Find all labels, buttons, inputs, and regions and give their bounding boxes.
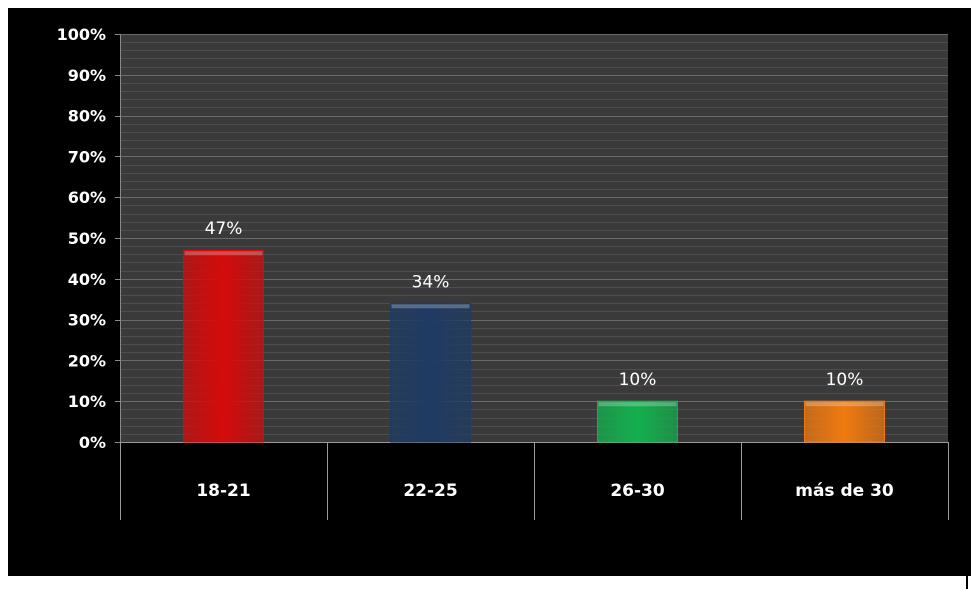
bar-26-30 (597, 400, 678, 443)
x-tick-label: 22-25 (403, 481, 457, 501)
bar-más-de-30 (804, 400, 885, 443)
data-label: 47% (205, 219, 243, 239)
bar-chart: 0% 10% 20% 30% 40% 50% 60% 70% 80% 90% 100% 18-21 22… (57, 25, 949, 520)
y-tick-label: 10% (68, 392, 106, 411)
y-tick-label: 40% (68, 270, 106, 289)
y-tick-label: 0% (79, 433, 106, 452)
y-tick-label: 80% (68, 107, 106, 126)
data-label: 34% (412, 272, 450, 292)
y-tick-label: 30% (68, 311, 106, 330)
bar-highlight (805, 402, 884, 407)
bar-22-25 (390, 302, 471, 443)
bar-highlight (598, 402, 677, 407)
x-tick-label: 26-30 (610, 481, 665, 501)
chart-panel: 0% 10% 20% 30% 40% 50% 60% 70% 80% 90% 100% 18-21 22… (8, 8, 971, 576)
data-label: 10% (619, 370, 657, 390)
bar-18-21 (183, 249, 264, 443)
y-tick-label: 90% (68, 66, 106, 85)
y-tick-label: 70% (68, 147, 106, 166)
text-cursor-mark (966, 576, 968, 589)
x-tick-label: 18-21 (196, 481, 250, 501)
bar-highlight (184, 251, 263, 256)
x-tick-label: más de 30 (795, 481, 894, 501)
y-tick-label: 50% (68, 229, 106, 248)
data-label: 10% (826, 370, 864, 390)
bar-highlight (391, 304, 470, 309)
y-tick-label: 20% (68, 351, 106, 370)
y-tick-label: 100% (57, 25, 106, 44)
y-tick-label: 60% (68, 188, 106, 207)
